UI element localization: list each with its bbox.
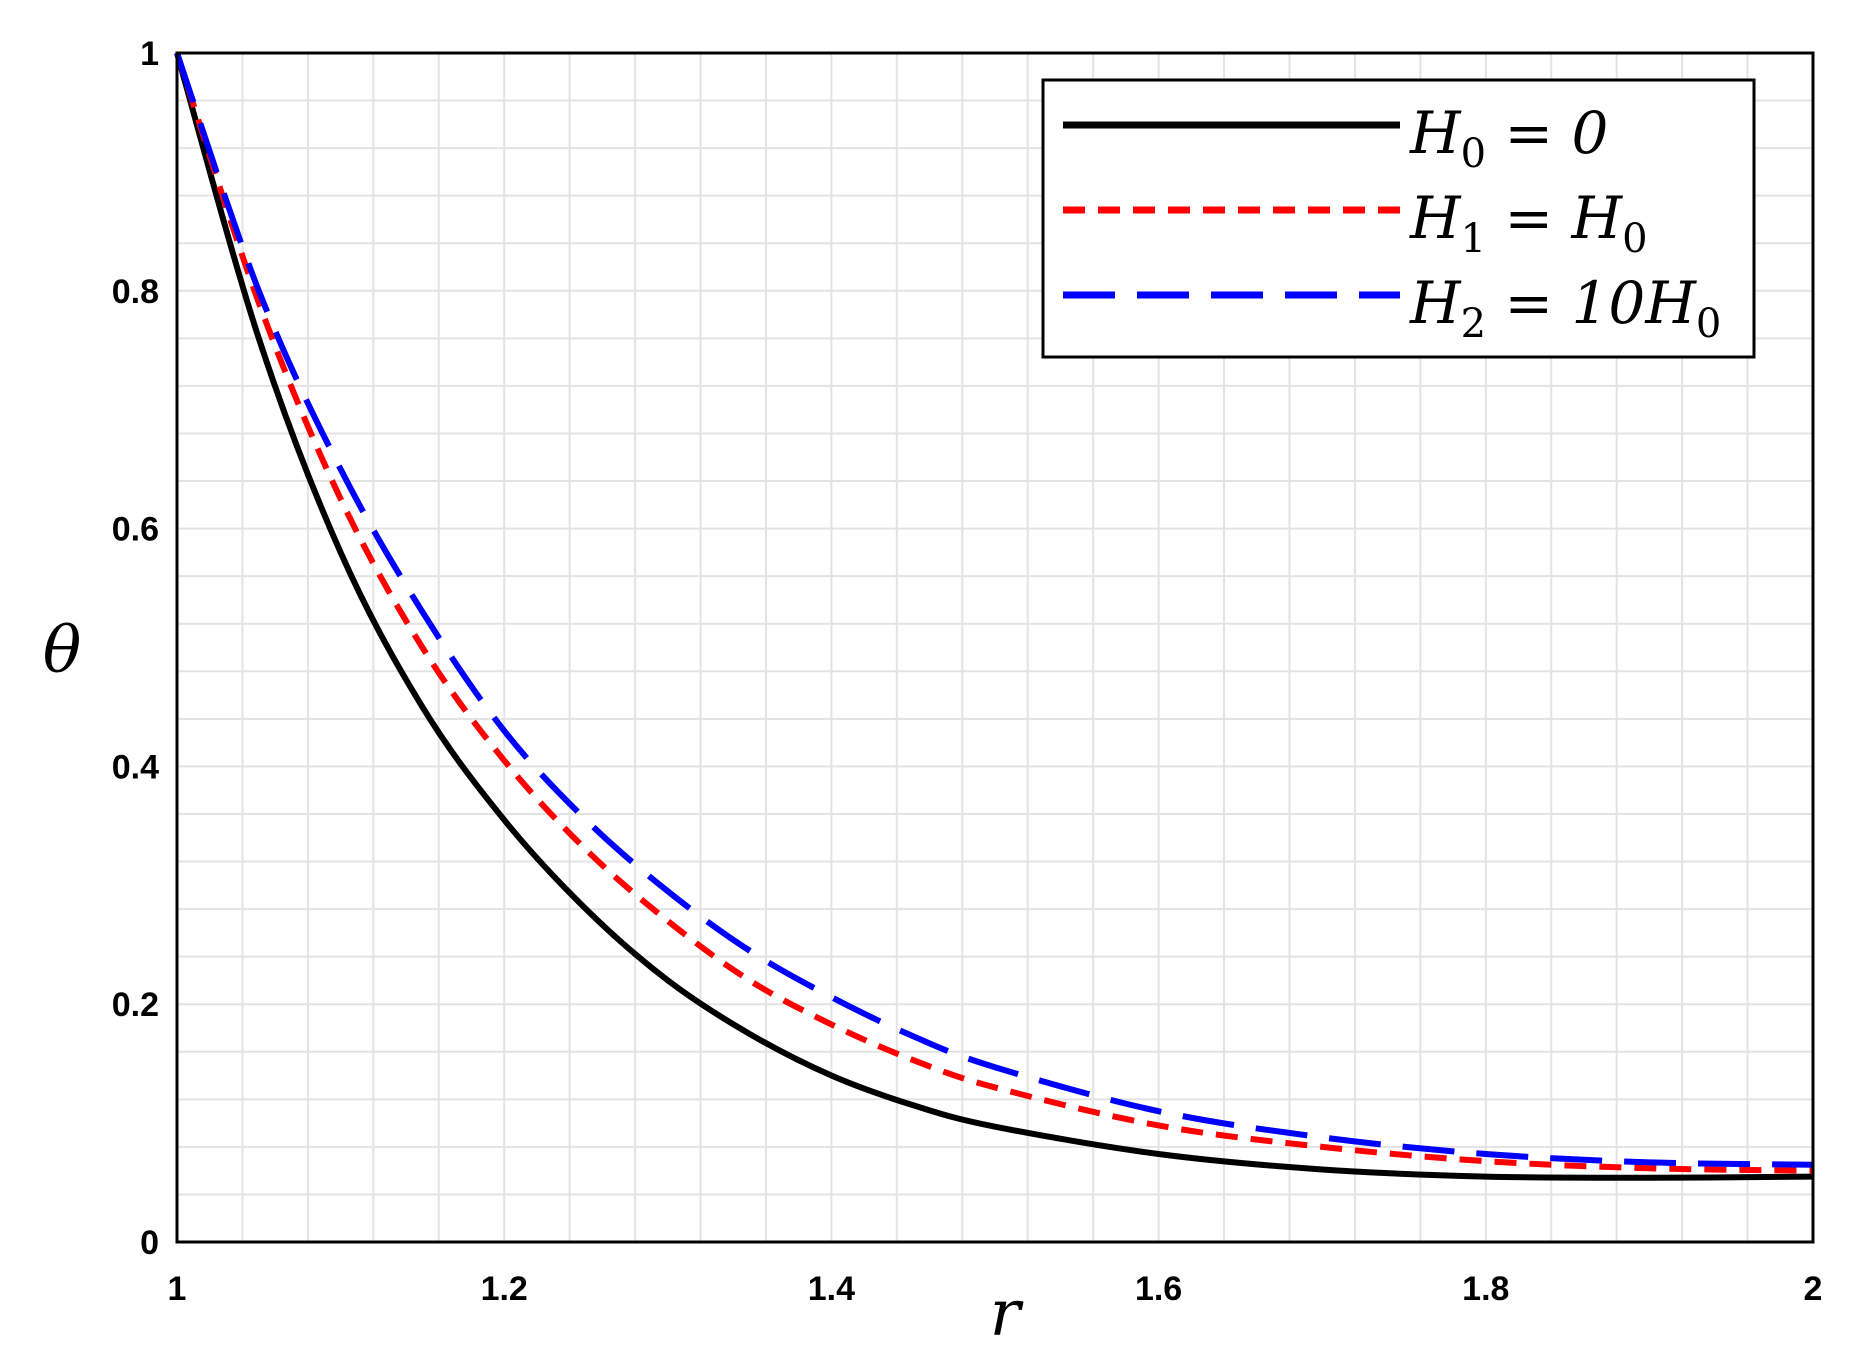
y-tick-label: 0.2 <box>112 986 159 1024</box>
y-tick-label: 0.4 <box>112 748 159 786</box>
plot-frame <box>175 51 1815 1244</box>
series-layer <box>174 52 1814 1181</box>
x-tick-labels: 1 1.2 1.4 1.6 1.8 2 <box>168 1270 1823 1308</box>
y-tick-label: 0.8 <box>112 273 159 311</box>
legend-label-1: H0 = 0 <box>1409 99 1608 177</box>
y-tick-labels: 0 0.2 0.4 0.6 0.8 1 <box>112 35 159 1262</box>
series-line-1 <box>174 52 1814 1181</box>
x-tick-label: 1.8 <box>1462 1270 1509 1308</box>
y-tick-label: 1 <box>140 35 159 73</box>
y-axis-label: θ <box>43 614 82 688</box>
legend-label-3: H2 = 10H0 <box>1409 269 1721 347</box>
x-tick-label: 1.2 <box>481 1270 528 1308</box>
x-tick-label: 1.6 <box>1135 1270 1182 1308</box>
y-tick-label: 0 <box>140 1224 159 1262</box>
series-line-3 <box>174 52 1814 1168</box>
x-tick-label: 1.4 <box>808 1270 855 1308</box>
legend-label-2: H1 = H0 <box>1409 184 1648 262</box>
x-axis-label: r <box>990 1277 1024 1351</box>
series-line-2 <box>174 52 1814 1174</box>
grid <box>177 53 1813 1242</box>
y-tick-label: 0.6 <box>112 511 159 549</box>
x-tick-label: 2 <box>1804 1270 1823 1308</box>
x-tick-label: 1 <box>168 1270 187 1308</box>
